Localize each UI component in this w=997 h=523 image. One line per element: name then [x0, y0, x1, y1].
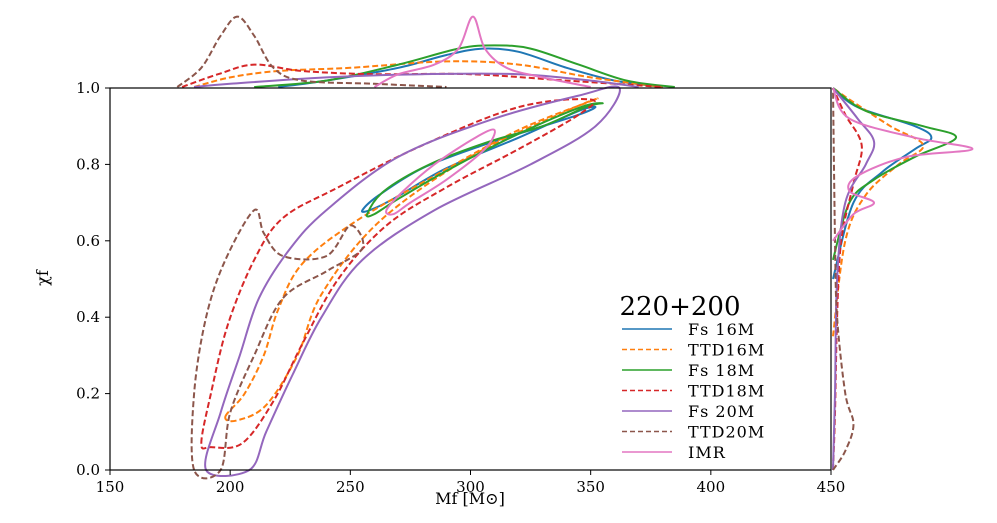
x-tick-label: 300: [456, 478, 485, 496]
top-marginal-panel: [176, 15, 675, 88]
contour-ttd18m: [200, 98, 596, 450]
right-marginal-imr: [832, 87, 974, 242]
legend-label-ttd18m: TTD18M: [688, 382, 765, 401]
x-tick-label: 350: [576, 478, 605, 496]
main-plot-area: 150 200 250 300 350 400 450 0.0 0.2 0.4 0.6 0.8 1.0: [76, 79, 845, 496]
top-marginal-fs-20m: [194, 72, 639, 88]
legend-title: 220+200: [619, 292, 740, 322]
y-tick-label: 1.0: [76, 79, 100, 97]
y-tick-label: 0.8: [76, 155, 100, 173]
y-tick-label: 0.2: [76, 385, 100, 403]
contour-fs-18m: [365, 102, 604, 218]
legend-label-fs-20m: Fs 20M: [688, 402, 755, 421]
y-axis-ticks: 0.0 0.2 0.4 0.6 0.8 1.0: [76, 79, 110, 479]
legend-label-fs-18m: Fs 18M: [688, 361, 755, 380]
legend-label-ttd16m: TTD16M: [688, 341, 765, 360]
x-tick-label: 150: [96, 478, 125, 496]
x-tick-label: 250: [336, 478, 365, 496]
contour-fs-20m: [204, 85, 621, 477]
y-tick-label: 0.4: [76, 308, 100, 326]
top-marginal-ttd18m: [181, 63, 663, 88]
right-marginal-ttd20m: [832, 87, 855, 471]
legend-label-imr: IMR: [688, 443, 726, 462]
y-axis-label: χf: [33, 269, 52, 286]
x-axis-ticks: 150 200 250 300 350 400 450: [96, 470, 846, 496]
contour-imr: [385, 128, 496, 216]
top-marginal-fs-18m: [254, 44, 675, 88]
x-tick-label: 400: [697, 478, 726, 496]
x-tick-label: 450: [817, 478, 846, 496]
x-axis-label: Mf [M⊙]: [435, 489, 505, 508]
contour-layer: [190, 85, 621, 480]
top-marginal-fs-16m: [278, 47, 663, 88]
y-tick-label: 0.0: [76, 461, 100, 479]
legend-label-fs-16m: Fs 16M: [688, 320, 755, 339]
legend-label-ttd20m: TTD20M: [688, 423, 765, 442]
top-marginal-ttd16m: [193, 60, 663, 88]
contour-ttd20m: [190, 208, 365, 480]
top-marginal-imr: [373, 15, 591, 88]
x-tick-label: 200: [216, 478, 245, 496]
right-marginal-ttd16m: [832, 87, 925, 337]
y-tick-label: 0.6: [76, 232, 100, 250]
right-marginal-panel: [832, 87, 974, 471]
top-marginal-ttd20m: [176, 15, 447, 88]
right-marginal-fs-18m: [832, 87, 957, 261]
